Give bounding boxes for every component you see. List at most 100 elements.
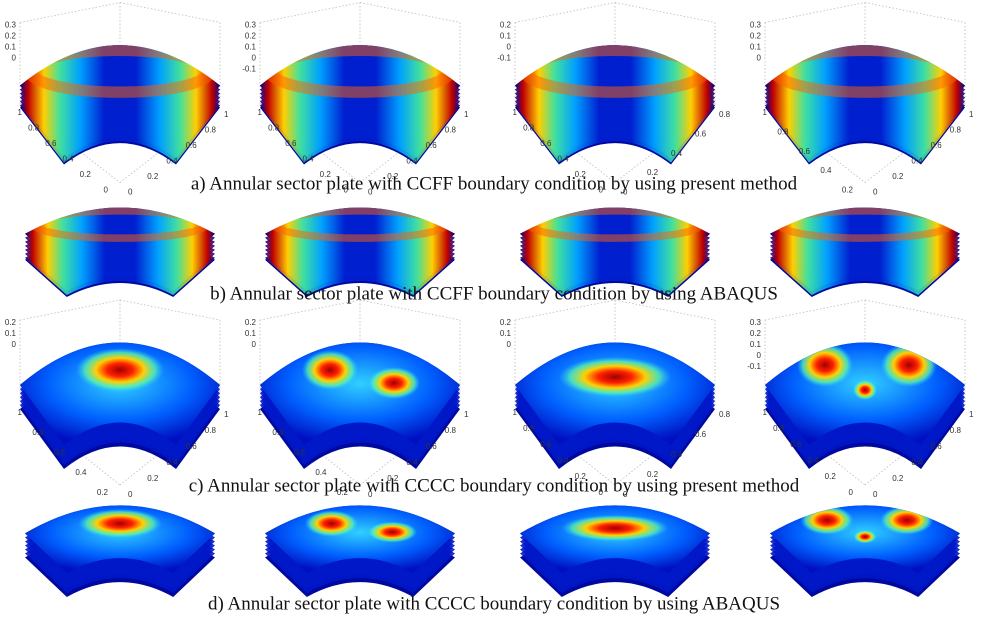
grid-line (120, 300, 220, 320)
z-tick-label: 0.1 (750, 340, 762, 349)
right-tick-label: 0.2 (147, 172, 159, 181)
z-tick-label: -0.1 (497, 54, 511, 63)
grid-line (260, 3, 360, 23)
right-tick-label: 0.8 (719, 110, 731, 119)
left-tick-label: 0.4 (75, 468, 87, 477)
right-tick-label: 1 (464, 410, 469, 419)
caption: b) Annular sector plate with CCFF bounda… (210, 283, 778, 304)
left-tick-label: 0.4 (557, 155, 569, 164)
mode-peak (368, 367, 420, 399)
z-tick-label: -0.1 (747, 362, 761, 371)
z-tick-label: 0 (507, 43, 512, 52)
right-tick-label: 0.8 (950, 426, 962, 435)
left-tick-label: 0.8 (773, 424, 785, 433)
z-tick-label: 0 (757, 351, 762, 360)
right-tick-label: 0.4 (671, 450, 683, 459)
right-tick-label: 1 (464, 110, 469, 119)
right-tick-label: 0.6 (426, 442, 438, 451)
mode-peak (797, 343, 853, 387)
left-tick-label: 1 (258, 408, 263, 417)
z-tick-label: 0.2 (750, 32, 762, 41)
right-tick-label: 1 (224, 110, 229, 119)
left-tick-label: 1 (513, 108, 518, 117)
z-tick-label: 0.2 (500, 318, 512, 327)
right-tick-label: 0.2 (892, 172, 904, 181)
right-tick-label: 0.8 (445, 126, 457, 135)
mode-peak (76, 348, 164, 392)
mode-peak (880, 506, 933, 535)
left-tick-label: 0.6 (285, 139, 297, 148)
left-tick-label: 0.6 (540, 440, 552, 449)
z-tick-label: -0.1 (242, 65, 256, 74)
right-tick-label: 0.6 (695, 430, 707, 439)
right-tick-label: 0.8 (719, 410, 731, 419)
left-tick-label: 0.8 (523, 124, 535, 133)
grid-line (360, 3, 460, 23)
right-tick-label: 0 (128, 490, 133, 499)
grid-line (765, 300, 865, 320)
left-tick-label: 0.8 (272, 428, 284, 437)
z-tick-label: 0 (507, 340, 512, 349)
mode-peak (881, 343, 937, 387)
grid-line (20, 300, 120, 320)
figure: 0.3 0.2 0.1 0 1 0.8 0.6 0.4 0.2 0 0 0.2 0.4 0.6 0.8 1 0.… (0, 0, 988, 620)
left-tick-label: 0.4 (557, 456, 569, 465)
mode-peak (562, 515, 668, 541)
grid-line (515, 3, 615, 23)
grid-line (865, 300, 965, 320)
right-tick-label: 0.8 (205, 126, 217, 135)
left-tick-label: 1 (18, 408, 23, 417)
z-tick-label: 0.2 (500, 21, 512, 30)
left-tick-label: 0.8 (28, 124, 40, 133)
right-tick-label: 0.2 (892, 474, 904, 483)
z-tick-label: 0.3 (750, 21, 762, 30)
right-tick-label: 0.4 (671, 149, 683, 158)
z-tick-label: 0.3 (245, 21, 257, 30)
z-tick-label: 0.1 (5, 43, 17, 52)
left-tick-label: 0.4 (62, 155, 74, 164)
left-tick-label: 0.8 (523, 424, 535, 433)
z-tick-label: 0 (12, 340, 17, 349)
z-tick-label: 0.2 (5, 32, 17, 41)
left-tick-label: 0.6 (294, 448, 306, 457)
right-tick-label: 0.8 (445, 426, 457, 435)
right-tick-label: 0.4 (911, 458, 923, 467)
left-tick-label: 0 (104, 186, 109, 195)
right-tick-label: 0.4 (166, 458, 178, 467)
right-tick-label: 0.6 (931, 442, 943, 451)
right-tick-label: 1 (224, 410, 229, 419)
caption: c) Annular sector plate with CCCC bounda… (189, 475, 800, 496)
left-tick-label: 0.8 (32, 428, 44, 437)
left-tick-label: 0.2 (80, 170, 92, 179)
z-tick-label: 0.3 (750, 318, 762, 327)
left-tick-label: 0.4 (807, 456, 819, 465)
right-tick-label: 1 (969, 410, 974, 419)
right-tick-label: 0.4 (166, 157, 178, 166)
z-tick-label: 0 (252, 340, 257, 349)
mode-peak (368, 522, 417, 543)
z-tick-label: 0.2 (750, 329, 762, 338)
right-tick-label: 0.4 (406, 157, 418, 166)
right-tick-label: 0 (873, 490, 878, 499)
left-tick-label: 0.4 (302, 155, 314, 164)
right-tick-label: 0.6 (186, 141, 198, 150)
z-tick-label: 0.2 (245, 32, 257, 41)
mode-peak (78, 509, 162, 538)
left-tick-label: 0.2 (842, 186, 854, 195)
right-tick-label: 0.2 (147, 474, 159, 483)
right-tick-label: 0.6 (695, 129, 707, 138)
left-tick-label: 0.6 (45, 139, 57, 148)
left-tick-label: 0.8 (268, 124, 280, 133)
caption: a) Annular sector plate with CCFF bounda… (191, 173, 798, 194)
left-tick-label: 0.4 (820, 166, 832, 175)
right-tick-label: 0 (128, 188, 133, 197)
left-tick-label: 0.2 (97, 488, 109, 497)
grid-line (20, 3, 120, 23)
mode-peak (302, 350, 358, 390)
z-tick-label: 0.1 (245, 329, 257, 338)
left-tick-label: 0.2 (825, 472, 837, 481)
left-tick-label: 1 (513, 408, 518, 417)
right-tick-label: 0.6 (931, 141, 943, 150)
right-tick-label: 0.4 (406, 458, 418, 467)
right-tick-label: 0.6 (186, 442, 198, 451)
